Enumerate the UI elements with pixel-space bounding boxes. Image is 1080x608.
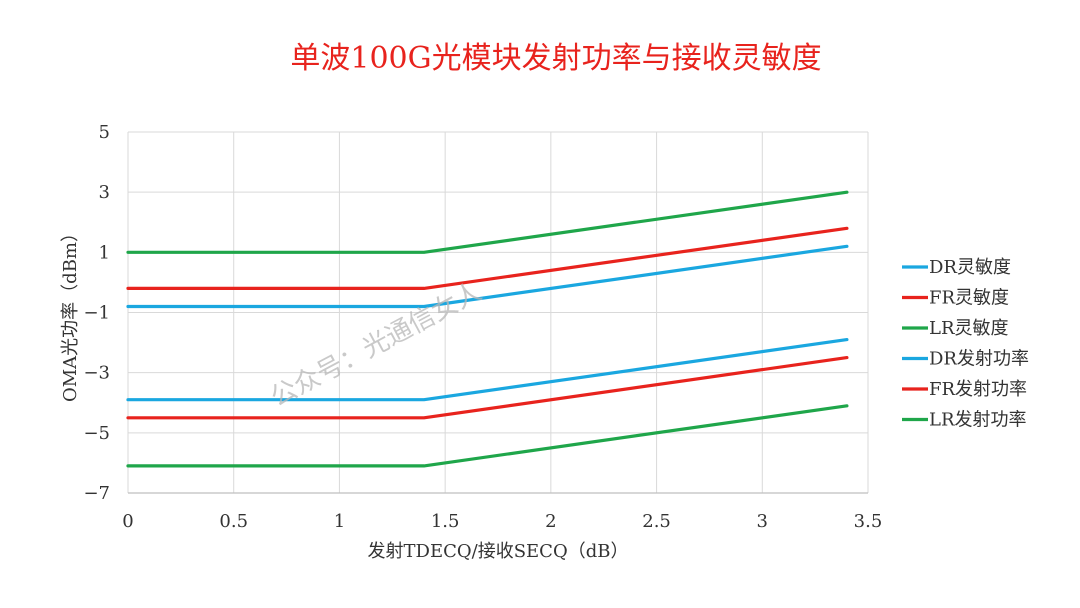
legend-label: FR发射功率 (929, 379, 1027, 400)
x-tick-label: 1 (334, 511, 345, 532)
series-line (126, 190, 849, 254)
chart-title: 单波100G光模块发射功率与接收灵敏度 (290, 41, 821, 76)
y-axis-label: OMA光功率（dBm） (60, 224, 81, 402)
x-tick-label: 3.5 (854, 511, 883, 532)
y-tick-label: 3 (99, 182, 110, 203)
legend-label: DR灵敏度 (929, 257, 1011, 278)
y-tick-label: −1 (83, 303, 110, 324)
x-tick-label: 2.5 (642, 511, 671, 532)
x-tick-label: 0.5 (219, 511, 248, 532)
x-axis-label: 发射TDECQ/接收SECQ（dB） (368, 541, 629, 562)
grid-lines (127, 131, 869, 494)
y-tick-label: 1 (99, 242, 110, 263)
series-line (126, 338, 849, 402)
legend: DR灵敏度 FR灵敏度 LR灵敏度 DR发射功率 FR发射功率 LR发射功率 (902, 257, 1029, 431)
legend-label: LR发射功率 (929, 410, 1027, 431)
legend-label: DR发射功率 (929, 349, 1029, 370)
legend-label: LR灵敏度 (929, 318, 1009, 339)
y-tick-label: −5 (83, 423, 110, 444)
x-tick-label: 2 (545, 511, 556, 532)
series-line (126, 356, 849, 420)
series-line (126, 226, 849, 290)
legend-label: FR灵敏度 (929, 288, 1009, 309)
y-tick-label: −3 (83, 363, 110, 384)
x-tick-label: 0 (122, 511, 133, 532)
y-tick-label: −7 (83, 483, 110, 504)
series-line (126, 244, 849, 309)
series-line (126, 404, 849, 468)
series-lines (126, 190, 849, 468)
x-tick-label: 1.5 (431, 511, 460, 532)
axes: 0 0.5 1 1.5 2 2.5 3 3.5 −7 −5 −3 −1 1 3 5 (83, 122, 882, 532)
watermark-text: 公众号：光通信女人 (266, 277, 487, 413)
x-tick-label: 3 (757, 511, 768, 532)
y-tick-label: 5 (99, 122, 110, 143)
